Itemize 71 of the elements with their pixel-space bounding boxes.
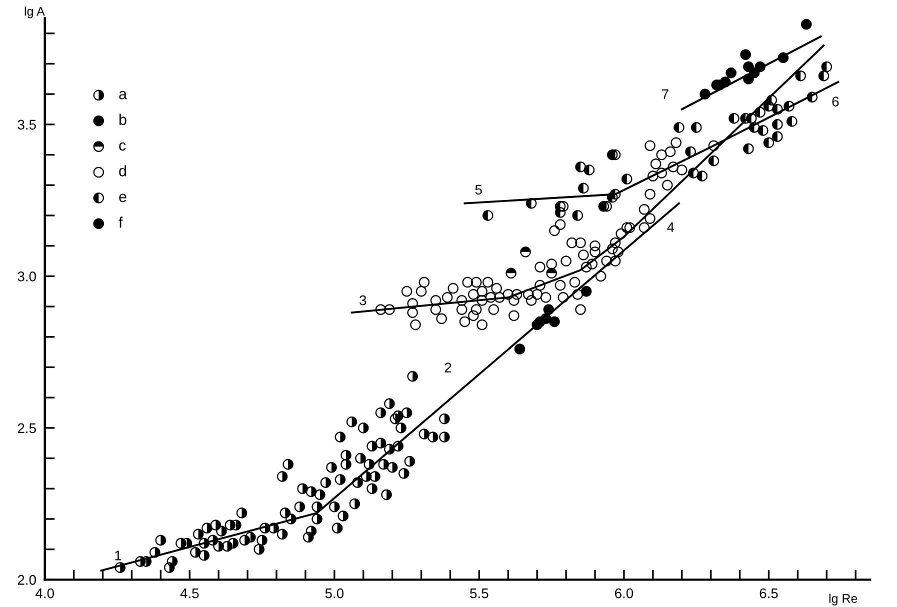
- point: [746, 112, 757, 124]
- point: [766, 94, 778, 106]
- point: [763, 137, 774, 148]
- point: [688, 168, 699, 178]
- y-tick-label: 3.0: [18, 272, 36, 282]
- point: [685, 146, 696, 158]
- point: [575, 162, 586, 172]
- point: [795, 70, 806, 82]
- legend-label: d: [119, 165, 126, 176]
- point: [740, 49, 751, 60]
- point: [534, 316, 546, 328]
- point: [754, 106, 766, 118]
- point: [621, 174, 632, 184]
- point: [696, 170, 708, 182]
- annotation: 4: [667, 222, 674, 232]
- legend-label: f: [118, 216, 123, 228]
- point: [708, 155, 720, 166]
- point: [607, 149, 618, 160]
- y-tick-label: 3.5: [18, 120, 36, 130]
- x-tick-label: 4.5: [180, 588, 199, 598]
- point: [821, 61, 832, 72]
- point: [786, 116, 798, 127]
- point: [772, 119, 783, 130]
- point: [726, 67, 736, 78]
- point: [754, 61, 766, 72]
- point: [743, 143, 754, 154]
- y-tick-label: 2.5: [18, 423, 36, 434]
- annotation: 5: [475, 184, 482, 195]
- x-tick-label: 6.0: [615, 588, 634, 598]
- point: [728, 112, 740, 124]
- point: [674, 122, 684, 133]
- x-tick-label: 5.0: [325, 588, 344, 598]
- point: [514, 344, 526, 354]
- point: [806, 92, 818, 102]
- point: [784, 100, 794, 112]
- point: [778, 52, 789, 64]
- y-axis-title: lg A: [24, 6, 45, 18]
- x-tick-label: 4.0: [36, 588, 54, 598]
- legend-label: b: [119, 114, 126, 126]
- x-tick-label: 6.5: [760, 588, 778, 598]
- point: [607, 192, 618, 203]
- annotation: 7: [662, 89, 668, 99]
- point: [758, 125, 768, 136]
- point: [584, 164, 595, 176]
- point: [554, 207, 566, 218]
- point: [549, 316, 560, 328]
- point: [772, 131, 783, 142]
- point: [720, 76, 731, 88]
- x-tick-label: 5.5: [470, 588, 488, 598]
- annotation: 3: [360, 295, 366, 306]
- legend-label: e: [119, 194, 126, 202]
- annotation: 1: [115, 550, 122, 560]
- point: [578, 182, 589, 194]
- legend-label: a: [119, 90, 127, 100]
- point: [700, 88, 710, 100]
- point: [520, 246, 531, 258]
- point: [580, 286, 592, 297]
- point: [801, 18, 812, 30]
- x-axis-title: lg Re: [829, 594, 858, 606]
- point: [690, 122, 702, 133]
- point: [506, 268, 516, 279]
- y-tick-label: 2.0: [18, 575, 36, 585]
- annotation: 6: [832, 96, 839, 107]
- point: [818, 70, 830, 82]
- point: [543, 304, 554, 315]
- point: [572, 210, 584, 221]
- point: [526, 198, 537, 209]
- point: [482, 210, 494, 221]
- legend-label: c: [119, 142, 126, 151]
- annotation: 2: [444, 362, 452, 372]
- point: [772, 104, 783, 115]
